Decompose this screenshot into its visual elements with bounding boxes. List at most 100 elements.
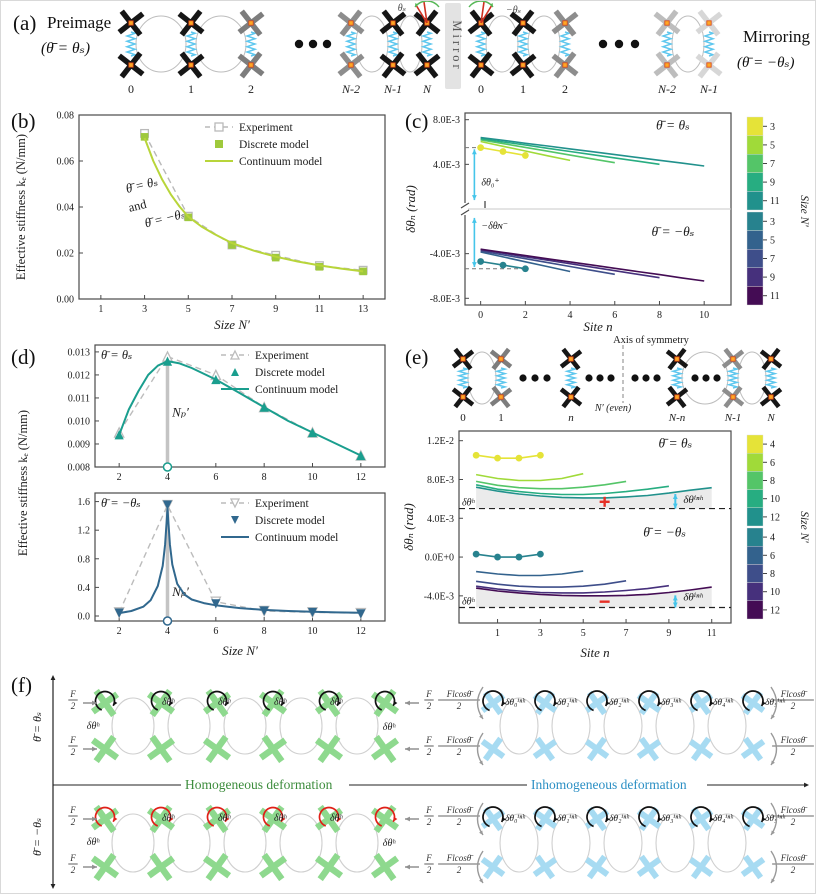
np-label: Nₚ′	[171, 404, 189, 419]
delta-theta-h-label: δθʰ	[462, 596, 476, 607]
annotation: θ̄ = θₛ	[101, 348, 132, 362]
svg-text:Flcosθ̄: Flcosθ̄	[446, 853, 474, 863]
y-tick-label: 0.009	[68, 439, 91, 450]
preimage-equation: (θ̄ = θₛ)	[41, 40, 90, 57]
x-tick-label: 9	[666, 628, 671, 639]
annotation: θ̄ = −θₛ	[101, 496, 141, 510]
svg-text:F: F	[69, 805, 76, 815]
delta-theta-h-label: δθʰ	[462, 498, 476, 509]
legend-label: Discrete model	[239, 139, 309, 151]
panel-label-a: (a)	[13, 11, 37, 35]
x-tick-label: 3	[538, 628, 543, 639]
site-label: 0	[128, 82, 134, 96]
dtheta-inh-label: δθ₁ⁱⁿʰ	[557, 814, 577, 824]
svg-text:2: 2	[71, 865, 76, 875]
chart-d-effective-stiffness-pair: 2 4 6 8 10 120.0080.0090.0100.0110.0120.013Nₚ…	[16, 344, 386, 658]
svg-text:2: 2	[791, 865, 796, 875]
dtheta-h-label: δθʰ	[383, 722, 397, 733]
curve-size-6	[476, 570, 584, 577]
legend-label: Continuum model	[239, 156, 322, 168]
y-tick-label: 0.008	[68, 463, 91, 474]
panel-a-diagram: 0 1 2 N-2 N-1 N 0 1 2 N-2 N-1 Mirror θₛ −θₛ	[117, 1, 723, 96]
preimage-title: Preimage	[47, 13, 112, 32]
x-tick-label: 11	[707, 628, 717, 639]
colorbar-tick: 7	[770, 159, 775, 170]
legend-label: Continuum model	[255, 384, 338, 396]
site-label: N	[422, 82, 432, 96]
colorbar-title: Size N′	[798, 511, 810, 543]
delta-theta-inh-label: δθⁱⁿʰ	[683, 494, 703, 506]
svg-text:2: 2	[427, 865, 432, 875]
dtheta-inh-label: δθ₄ⁱⁿʰ	[713, 814, 733, 824]
y-axis-label: δθₙ (rad)	[401, 503, 416, 551]
svg-text:2: 2	[71, 817, 76, 827]
series-continuum-model	[119, 507, 361, 615]
svg-text:2: 2	[791, 747, 796, 757]
panel-label-d: (d)	[11, 345, 36, 369]
y-axis-label: δθₙ (rad)	[403, 185, 418, 233]
site-label: N-2	[657, 82, 676, 96]
panel-label-e: (e)	[405, 345, 429, 369]
panel-label-c: (c)	[405, 109, 429, 133]
x-tick-label: 4	[165, 626, 170, 637]
x-tick-label: 10	[308, 626, 318, 637]
y-tick-label: 0.04	[57, 203, 75, 214]
x-axis-label: Site n	[583, 319, 612, 334]
y-tick-label: 0.02	[57, 249, 75, 260]
svg-text:2: 2	[427, 747, 432, 757]
y-tick-label: -4.0E-3	[424, 591, 454, 602]
x-tick-label: 2	[117, 472, 122, 483]
theta-s-label: θₛ	[398, 3, 406, 14]
colorbar-tick: 12	[770, 605, 780, 616]
mirror-label: Mirror	[450, 20, 464, 71]
dtheta-inh-label: δθ₂ⁱⁿʰ	[609, 698, 629, 708]
homogeneous-label: Homogeneous deformation	[185, 777, 333, 792]
colorbar-tick: 10	[770, 494, 780, 505]
colorbar-tick: 5	[770, 140, 775, 151]
x-tick-label: 0	[478, 310, 483, 321]
curve-size-9	[480, 137, 660, 166]
legend-label: Continuum model	[255, 532, 338, 544]
svg-text:F: F	[425, 735, 432, 745]
site-label: N-2	[341, 82, 360, 96]
y-tick-label: 0.010	[68, 416, 91, 427]
curve-size-6	[475, 472, 584, 482]
x-tick-label: 1	[98, 304, 103, 315]
minus-theta-s-label: −θₛ	[506, 5, 521, 16]
x-tick-label: 2	[117, 626, 122, 637]
dtheta-h-label: δθʰ	[274, 813, 288, 824]
y-tick-label: 0.0	[78, 611, 91, 622]
x-tick-label: 13	[358, 304, 368, 315]
svg-text:F: F	[425, 853, 432, 863]
site-label: N	[766, 412, 775, 424]
annotation: θ̄ = −θₛ	[143, 206, 187, 231]
dtheta-h-label: δθʰ	[87, 837, 101, 848]
x-tick-label: 8	[657, 310, 662, 321]
dtheta-inh-label: δθ₃ⁱⁿʰ	[661, 698, 681, 708]
curve-size-8	[475, 580, 627, 588]
x-tick-label: 6	[213, 626, 218, 637]
colorbar-tick: 8	[770, 476, 775, 487]
delta-theta-inh-label: δθⁱⁿʰ	[683, 592, 703, 604]
x-tick-label: 2	[523, 310, 528, 321]
dtheta-inh-label: δθ₃ⁱⁿʰ	[661, 814, 681, 824]
dtheta-inh-label: δθ₀ⁱⁿʰ	[505, 814, 525, 824]
site-label: N-n	[668, 412, 686, 424]
legend-label: Discrete model	[255, 515, 325, 527]
svg-text:Flcosθ̄: Flcosθ̄	[446, 689, 474, 699]
curve-size-7	[480, 250, 615, 276]
x-tick-label: 6	[213, 472, 218, 483]
colorbar-tick: 3	[770, 217, 775, 228]
delta-theta-0-label: δθ₀⁺	[481, 178, 499, 189]
row-label-minus-theta-s: θ̄ = −θₛ	[30, 818, 44, 856]
svg-text:F: F	[69, 735, 76, 745]
svg-text:F: F	[425, 805, 432, 815]
mirroring-equation: (θ̄ = −θₛ)	[737, 55, 795, 71]
x-tick-label: 6	[612, 310, 617, 321]
x-tick-label: 11	[315, 304, 325, 315]
svg-text:Flcosθ̄: Flcosθ̄	[780, 853, 808, 863]
svg-text:2: 2	[791, 817, 796, 827]
dtheta-inh-label: δθ₄ⁱⁿʰ	[713, 698, 733, 708]
svg-text:2: 2	[71, 701, 76, 711]
